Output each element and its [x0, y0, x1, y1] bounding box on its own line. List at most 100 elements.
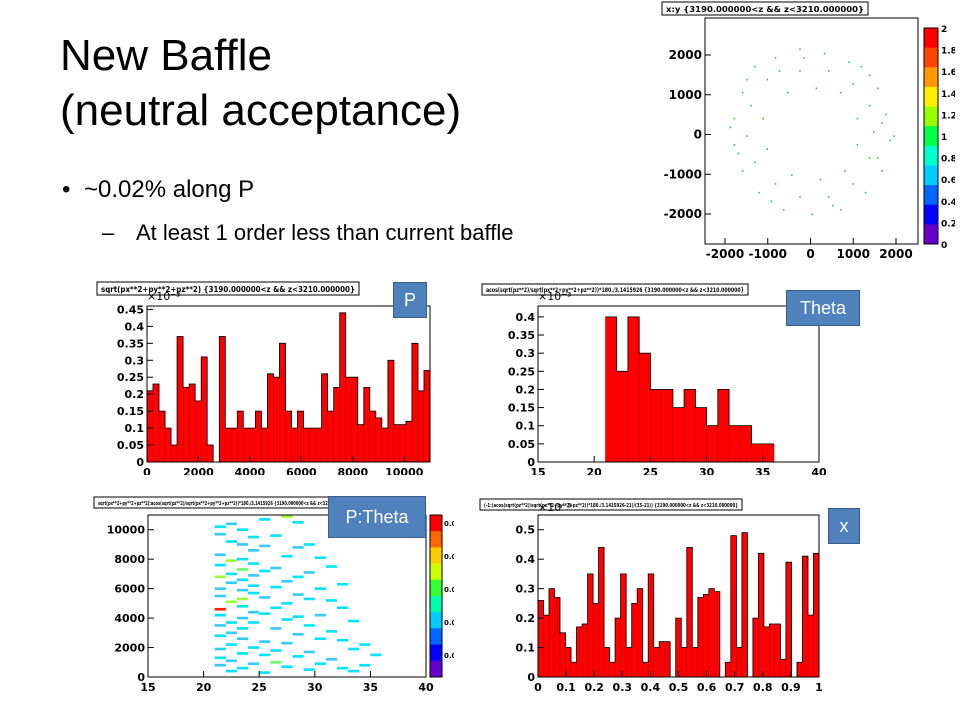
colorbar-segment — [430, 547, 442, 565]
y-tick-label: 8000 — [114, 553, 145, 566]
y-tick-label: 0 — [527, 456, 535, 469]
y-tick-label: 0 — [527, 671, 535, 684]
colorbar-tick-label: 1.6 — [941, 68, 955, 78]
x-tick-label: 8000 — [338, 466, 369, 475]
heatmap-cell — [214, 594, 226, 598]
y-tick-label: 2000 — [669, 48, 702, 62]
y-tick-label: 0.2 — [516, 383, 536, 396]
heatmap-cell — [292, 615, 304, 618]
p-histogram-chart: sqrt(px**2+py**2+pz**2) {3190.000000<z &… — [96, 281, 431, 475]
scatter-point — [786, 91, 789, 94]
heatmap-cell — [236, 616, 249, 620]
scatter-point — [889, 139, 891, 142]
heatmap-cell — [236, 652, 249, 655]
sub-bullet-text: At least 1 order less than current baffl… — [136, 220, 514, 245]
heatmap-cell — [214, 634, 226, 638]
heatmap-cell — [270, 566, 282, 570]
colorbar-tick-label: 0.001 — [444, 619, 454, 627]
heatmap-cell — [214, 553, 226, 557]
y-tick-label: 0.05 — [117, 439, 144, 452]
scatter-point — [885, 113, 887, 116]
scatter-point — [856, 144, 859, 146]
scatter-point — [778, 70, 781, 72]
colorbar-frame — [429, 514, 443, 678]
histogram-bar — [763, 626, 770, 678]
scatter-point — [856, 117, 859, 120]
x-tick-label: 0.2 — [584, 681, 604, 693]
histogram-bar — [780, 659, 787, 678]
histogram-bar — [725, 662, 732, 678]
x-tick-label: 15 — [530, 466, 545, 475]
label-ptheta: P:Theta — [328, 496, 426, 538]
histogram-bar — [736, 647, 743, 678]
colorbar-tick-label: 1.4 — [941, 90, 955, 100]
colorbar-segment — [924, 224, 938, 245]
y-tick-label: 0.1 — [516, 642, 536, 655]
label-x: x — [828, 508, 860, 544]
colorbar-segment — [924, 165, 938, 186]
axis-exponent: ×10⁻³ — [538, 290, 571, 303]
histogram-bar — [598, 547, 605, 678]
heatmap-cell — [225, 621, 237, 624]
colorbar-segment — [924, 86, 938, 108]
heatmap-cell — [214, 624, 226, 627]
scatter-point — [868, 104, 871, 107]
heatmap-cell — [236, 528, 249, 532]
x-tick-label: 0.4 — [641, 681, 661, 693]
heatmap-cell — [214, 656, 226, 660]
scatter-point — [737, 152, 740, 155]
heatmap-cell — [225, 559, 237, 562]
ptheta-heatmap-chart: sqrt(px**2+py**2+pz**2):acos(sqrt(pz**2)… — [93, 496, 454, 693]
theta-histogram-chart: acos(sqrt(pz**2)/sqrt(px**2+py**2+pz**2)… — [481, 283, 827, 475]
heatmap-cell — [225, 540, 237, 543]
y-tick-label: -1000 — [664, 167, 702, 181]
chart-title: sqrt(px**2+py**2+pz**2):acos(sqrt(pz**2)… — [98, 501, 352, 507]
plot-frame — [147, 514, 427, 678]
histogram-bar — [267, 373, 274, 463]
histogram-bar — [237, 410, 244, 463]
histogram-bar — [182, 387, 190, 463]
chart-title: sqrt(px**2+py**2+pz**2) {3190.000000<z &… — [101, 285, 355, 294]
scatter-point — [893, 135, 896, 137]
heatmap-cell — [214, 575, 226, 579]
histogram-bar — [543, 614, 550, 678]
heatmap-cell — [225, 572, 237, 576]
histogram-bar — [697, 597, 704, 678]
colorbar-tick-label: 0.8 — [941, 155, 955, 165]
heatmap-cell — [214, 587, 226, 590]
histogram-bar — [297, 410, 304, 463]
heatmap-cell — [292, 593, 304, 596]
heatmap-cell — [337, 666, 349, 670]
x-tick-label: 1000 — [837, 247, 870, 261]
colorbar-segment — [924, 185, 938, 206]
heatmap-cell — [248, 662, 260, 666]
histogram-bar — [405, 421, 413, 463]
scatter-point — [811, 213, 814, 216]
histogram-bar — [741, 532, 748, 678]
label-p: P — [393, 282, 427, 318]
heatmap-cell — [225, 669, 237, 673]
histogram-bar — [642, 662, 649, 678]
histogram-bar — [774, 623, 781, 678]
heatmap-cell — [236, 543, 249, 546]
plot-frame — [537, 305, 820, 463]
colorbar-segment — [924, 106, 938, 127]
histogram-bar — [152, 383, 160, 463]
histogram-bar — [758, 553, 765, 678]
histogram-bar — [417, 390, 425, 463]
heatmap-cell — [337, 582, 349, 586]
histogram-bar — [627, 316, 640, 463]
scatter-point — [758, 191, 760, 194]
heatmap-cell — [225, 522, 237, 526]
x-tick-label: 10000 — [385, 466, 424, 475]
colorbar-segment — [430, 596, 442, 613]
scatter-point — [733, 117, 736, 120]
y-tick-label: 0.3 — [516, 583, 536, 596]
histogram-bar — [703, 594, 710, 678]
heatmap-cell — [314, 587, 326, 590]
heatmap-cell — [270, 649, 282, 652]
heatmap-cell — [214, 663, 226, 667]
colorbar-tick-label: 0 — [941, 241, 947, 251]
x-tick-label: 0.7 — [725, 681, 745, 693]
heatmap-cell — [270, 606, 282, 610]
